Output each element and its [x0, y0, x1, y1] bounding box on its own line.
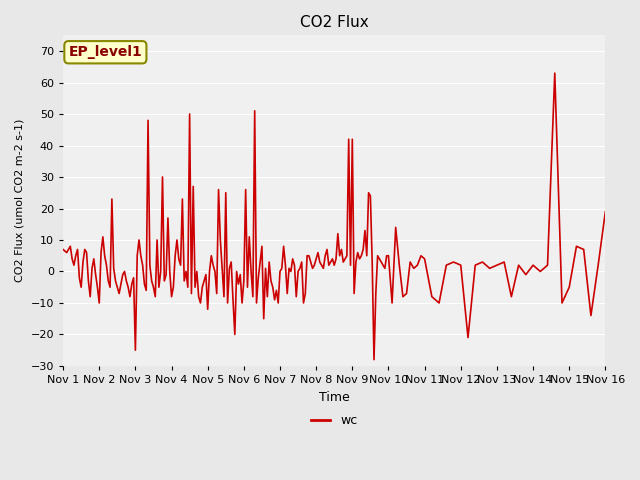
Legend: wc: wc — [306, 409, 362, 432]
wc — [303, 253, 311, 259]
wc — [227, 259, 235, 265]
wc — [420, 256, 428, 262]
X-axis label: Time: Time — [319, 391, 349, 404]
Title: CO2 Flux: CO2 Flux — [300, 15, 369, 30]
wc — [370, 357, 378, 362]
wc — [551, 70, 559, 76]
wc — [361, 228, 369, 233]
Line: wc: wc — [63, 73, 605, 360]
Text: EP_level1: EP_level1 — [68, 45, 142, 59]
wc — [202, 272, 210, 277]
wc — [60, 247, 67, 252]
wc — [602, 209, 609, 215]
wc — [256, 259, 264, 265]
Y-axis label: CO2 Flux (umol CO2 m-2 s-1): CO2 Flux (umol CO2 m-2 s-1) — [15, 119, 25, 282]
